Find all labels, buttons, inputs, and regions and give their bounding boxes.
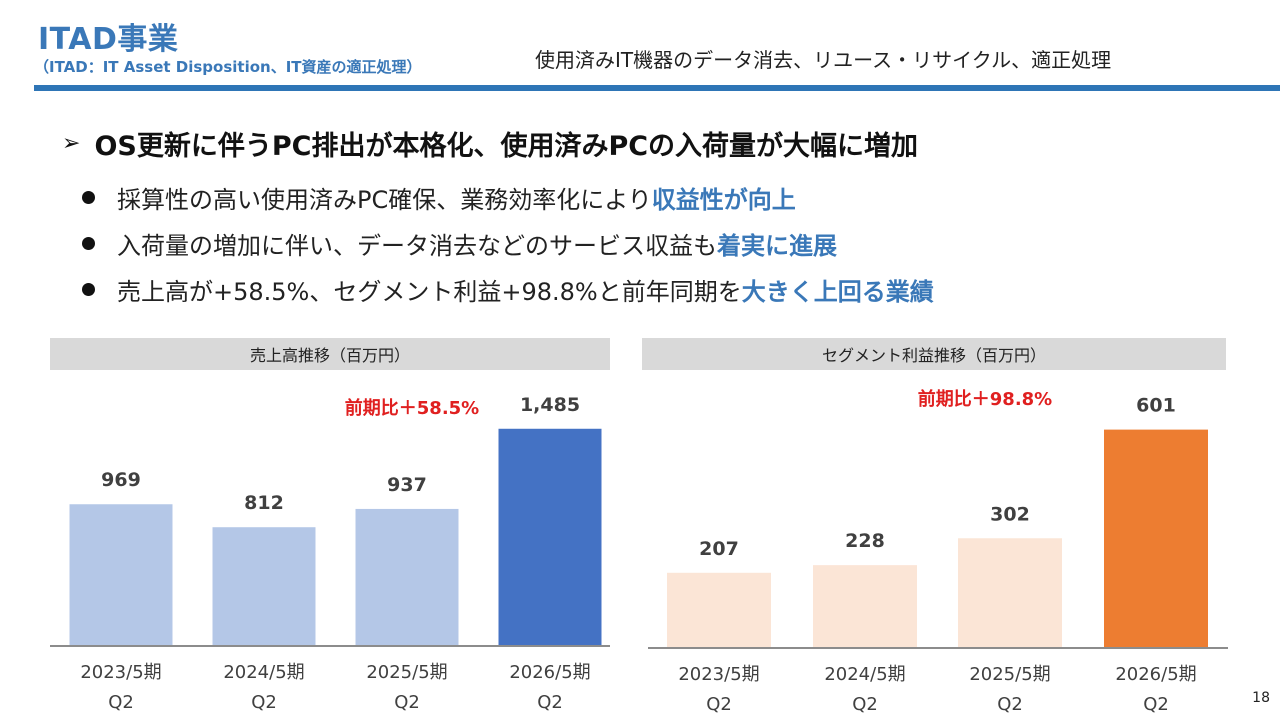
profit-chart-title: セグメント利益推移（百万円） xyxy=(642,338,1226,370)
headline-text: OS更新に伴うPC排出が本格化、使用済みPCの入荷量が大幅に増加 xyxy=(94,131,919,162)
sales-tick-label: 2025/5期 Q2 xyxy=(366,662,447,713)
profit-bar xyxy=(667,572,771,648)
sales-value-label: 812 xyxy=(244,492,284,514)
profit-value-label: 228 xyxy=(845,530,885,552)
profit-chart: 207 2023/5期 Q2 228 2024/5期 Q2 302 2025/5期 Q2 601 2… xyxy=(648,388,1228,715)
profit-value-label: 601 xyxy=(1136,395,1176,417)
sales-tick-label: 2024/5期 Q2 xyxy=(223,662,304,713)
header-tagline: 使用済みIT機器のデータ消去、リユース・リサイクル、適正処理 xyxy=(535,48,1112,72)
bullet-highlight: 大きく上回る業績 xyxy=(741,278,934,306)
profit-tick-label: 2026/5期 Q2 xyxy=(1115,664,1196,715)
bullet-highlight: 収益性が向上 xyxy=(651,186,796,214)
page-subtitle: （ITAD：IT Asset Disposition、IT資産の適正処理） xyxy=(34,58,422,76)
profit-tick-label: 2024/5期 Q2 xyxy=(824,664,905,715)
bullet-text: 入荷量の増加に伴い、データ消去などのサービス収益も xyxy=(117,232,717,260)
headline: ➢ OS更新に伴うPC排出が本格化、使用済みPCの入荷量が大幅に増加 xyxy=(62,124,918,163)
profit-bar xyxy=(958,538,1062,648)
arrow-bullet-icon: ➢ xyxy=(62,131,81,156)
sales-bar xyxy=(212,527,316,646)
profit-value-label: 302 xyxy=(990,503,1030,525)
bullet-item: 採算性の高い使用済みPC確保、業務効率化により 収益性が向上 xyxy=(82,180,796,215)
bullet-item: 売上高が+58.5%、セグメント利益+98.8%と前年同期を 大きく上回る業績 xyxy=(82,272,934,307)
sales-bar xyxy=(355,508,459,646)
profit-bar xyxy=(813,565,917,648)
sales-value-label: 1,485 xyxy=(520,394,580,416)
profit-tick-label: 2025/5期 Q2 xyxy=(969,664,1050,715)
bullet-dot-icon xyxy=(82,237,95,250)
bullet-highlight: 着実に進展 xyxy=(717,232,837,260)
sales-tick-label: 2026/5期 Q2 xyxy=(509,662,590,713)
profit-bar xyxy=(1104,429,1208,648)
sales-chart: 969 2023/5期 Q2 812 2024/5期 Q2 937 2025/5期 Q2 1,48… xyxy=(50,394,610,713)
bullet-text: 売上高が+58.5%、セグメント利益+98.8%と前年同期を xyxy=(117,278,742,306)
bullet-item: 入荷量の増加に伴い、データ消去などのサービス収益も 着実に進展 xyxy=(82,226,837,261)
sales-bar xyxy=(498,428,602,646)
profit-tick-label: 2023/5期 Q2 xyxy=(678,664,759,715)
sales-value-label: 969 xyxy=(101,469,141,491)
sales-change-annotation: 前期比＋58.5% xyxy=(345,397,479,419)
bullet-dot-icon xyxy=(82,283,95,296)
bullet-dot-icon xyxy=(82,191,95,204)
page-number: 18 xyxy=(1252,690,1270,706)
sales-tick-label: 2023/5期 Q2 xyxy=(80,662,161,713)
sales-chart-title: 売上高推移（百万円） xyxy=(50,338,610,370)
header-rule xyxy=(34,85,1280,91)
page-title: ITAD事業 xyxy=(38,22,179,57)
profit-change-annotation: 前期比＋98.8% xyxy=(918,388,1052,410)
bullet-text: 採算性の高い使用済みPC確保、業務効率化により xyxy=(117,186,652,214)
profit-value-label: 207 xyxy=(699,538,739,560)
sales-bar xyxy=(69,504,173,646)
sales-value-label: 937 xyxy=(387,474,427,496)
